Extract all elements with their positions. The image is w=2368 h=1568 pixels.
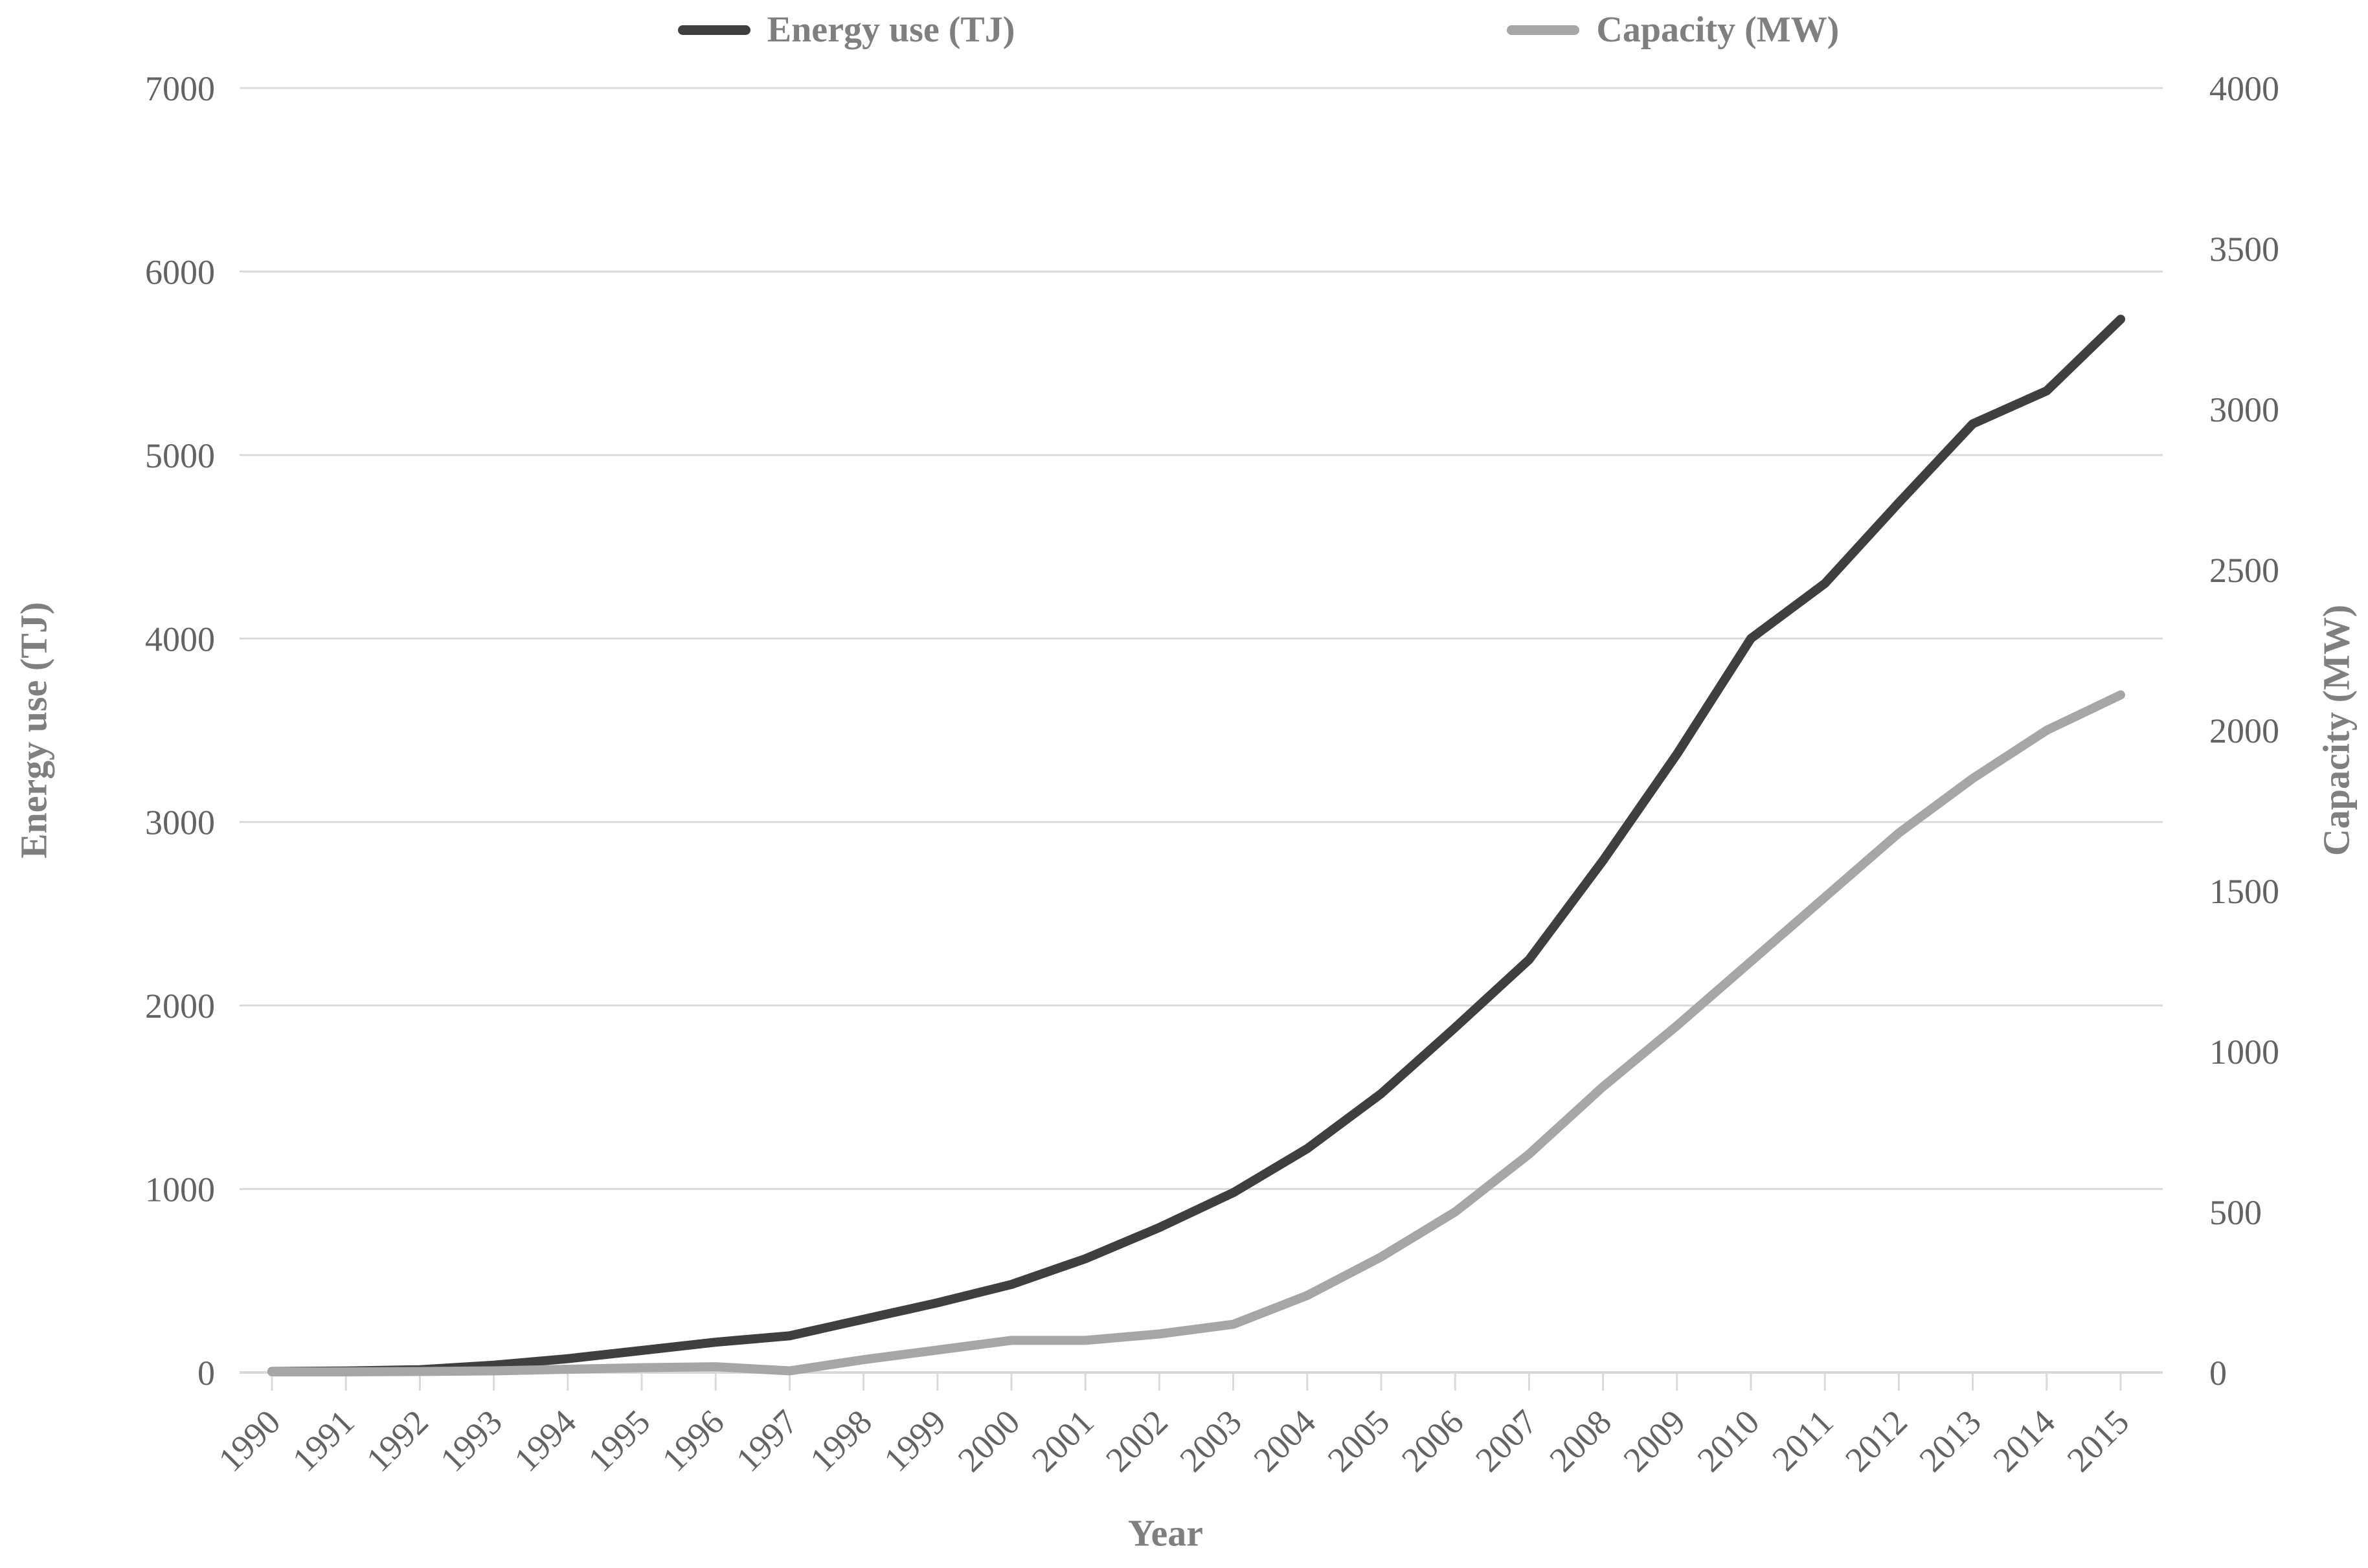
left-axis-tick-label: 1000 bbox=[145, 1170, 215, 1209]
year-tick-label: 2009 bbox=[1616, 1402, 1693, 1479]
x-axis-title: Year bbox=[1128, 1512, 1203, 1554]
left-axis-tick-label: 2000 bbox=[145, 987, 215, 1025]
right-axis-tick-label: 1500 bbox=[2209, 872, 2279, 911]
year-tick-label: 2006 bbox=[1394, 1402, 1471, 1479]
legend-item-1: Capacity (MW) bbox=[1507, 9, 1839, 50]
left-axis-tick-label: 7000 bbox=[145, 69, 215, 108]
year-tick-label: 1990 bbox=[211, 1402, 288, 1479]
left-axis-tick-label: 6000 bbox=[145, 252, 215, 291]
year-tick-label: 2005 bbox=[1320, 1402, 1397, 1479]
year-tick-label: 2001 bbox=[1024, 1402, 1101, 1479]
year-tick-label: 1997 bbox=[728, 1402, 806, 1479]
year-tick-label: 2015 bbox=[2060, 1402, 2137, 1479]
right-axis-tick-label: 2500 bbox=[2209, 551, 2279, 590]
legend-swatch-icon bbox=[1507, 25, 1580, 35]
legend-item-0: Energy use (TJ) bbox=[677, 9, 1015, 50]
left-axis-tick-label: 5000 bbox=[145, 436, 215, 475]
year-tick-label: 2012 bbox=[1838, 1402, 1915, 1479]
left-axis-tick-label: 4000 bbox=[145, 620, 215, 658]
right-axis-tick-label: 1000 bbox=[2209, 1033, 2279, 1071]
right-axis-tick-label: 500 bbox=[2209, 1193, 2262, 1232]
legend: Energy use (TJ) Capacity (MW) bbox=[74, 9, 2368, 50]
year-tick-label: 2013 bbox=[1911, 1402, 1989, 1479]
right-axis-tick-label: 3500 bbox=[2209, 230, 2279, 269]
legend-label: Capacity (MW) bbox=[1596, 10, 1840, 50]
left-axis-tick-label: 3000 bbox=[145, 803, 215, 842]
legend-swatch-icon bbox=[677, 25, 750, 35]
year-tick-label: 2007 bbox=[1468, 1402, 1545, 1479]
right-axis-tick-label: 0 bbox=[2209, 1354, 2227, 1393]
right-axis-tick-label: 4000 bbox=[2209, 69, 2279, 108]
year-tick-label: 2000 bbox=[951, 1402, 1028, 1479]
year-tick-label: 1993 bbox=[433, 1402, 510, 1479]
year-tick-label: 1998 bbox=[802, 1402, 879, 1479]
year-tick-label: 1992 bbox=[359, 1402, 436, 1479]
capacity-line bbox=[267, 690, 2125, 1376]
legend-label: Energy use (TJ) bbox=[767, 10, 1015, 50]
energy-line bbox=[267, 315, 2125, 1376]
year-tick-label: 1996 bbox=[655, 1402, 732, 1479]
year-tick-label: 2008 bbox=[1542, 1402, 1619, 1479]
year-tick-label: 1994 bbox=[506, 1402, 583, 1479]
year-tick-label: 2003 bbox=[1172, 1402, 1249, 1479]
year-tick-label: 1991 bbox=[285, 1402, 362, 1479]
right-axis-tick-label: 2000 bbox=[2209, 711, 2279, 750]
year-tick-label: 2011 bbox=[1765, 1402, 1840, 1478]
left-axis-tick-label: 0 bbox=[197, 1354, 215, 1393]
year-tick-label: 1995 bbox=[581, 1402, 658, 1479]
year-tick-label: 2002 bbox=[1098, 1402, 1175, 1479]
right-axis-tick-label: 3000 bbox=[2209, 390, 2279, 429]
year-tick-label: 2014 bbox=[1985, 1402, 2062, 1479]
year-tick-label: 2010 bbox=[1690, 1402, 1767, 1479]
year-tick-label: 2004 bbox=[1246, 1402, 1323, 1479]
year-tick-label: 1999 bbox=[876, 1402, 953, 1479]
